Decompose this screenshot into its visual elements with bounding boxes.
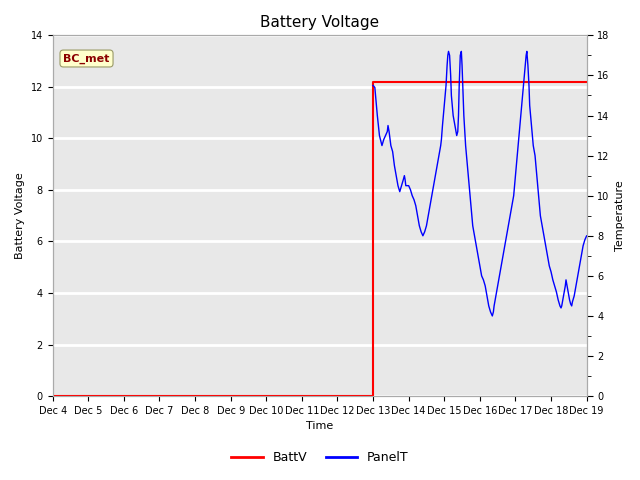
Y-axis label: Temperature: Temperature bbox=[615, 180, 625, 251]
Title: Battery Voltage: Battery Voltage bbox=[260, 15, 380, 30]
X-axis label: Time: Time bbox=[306, 421, 333, 432]
Text: BC_met: BC_met bbox=[63, 53, 109, 64]
Y-axis label: Battery Voltage: Battery Voltage bbox=[15, 172, 25, 259]
Legend: BattV, PanelT: BattV, PanelT bbox=[227, 446, 413, 469]
